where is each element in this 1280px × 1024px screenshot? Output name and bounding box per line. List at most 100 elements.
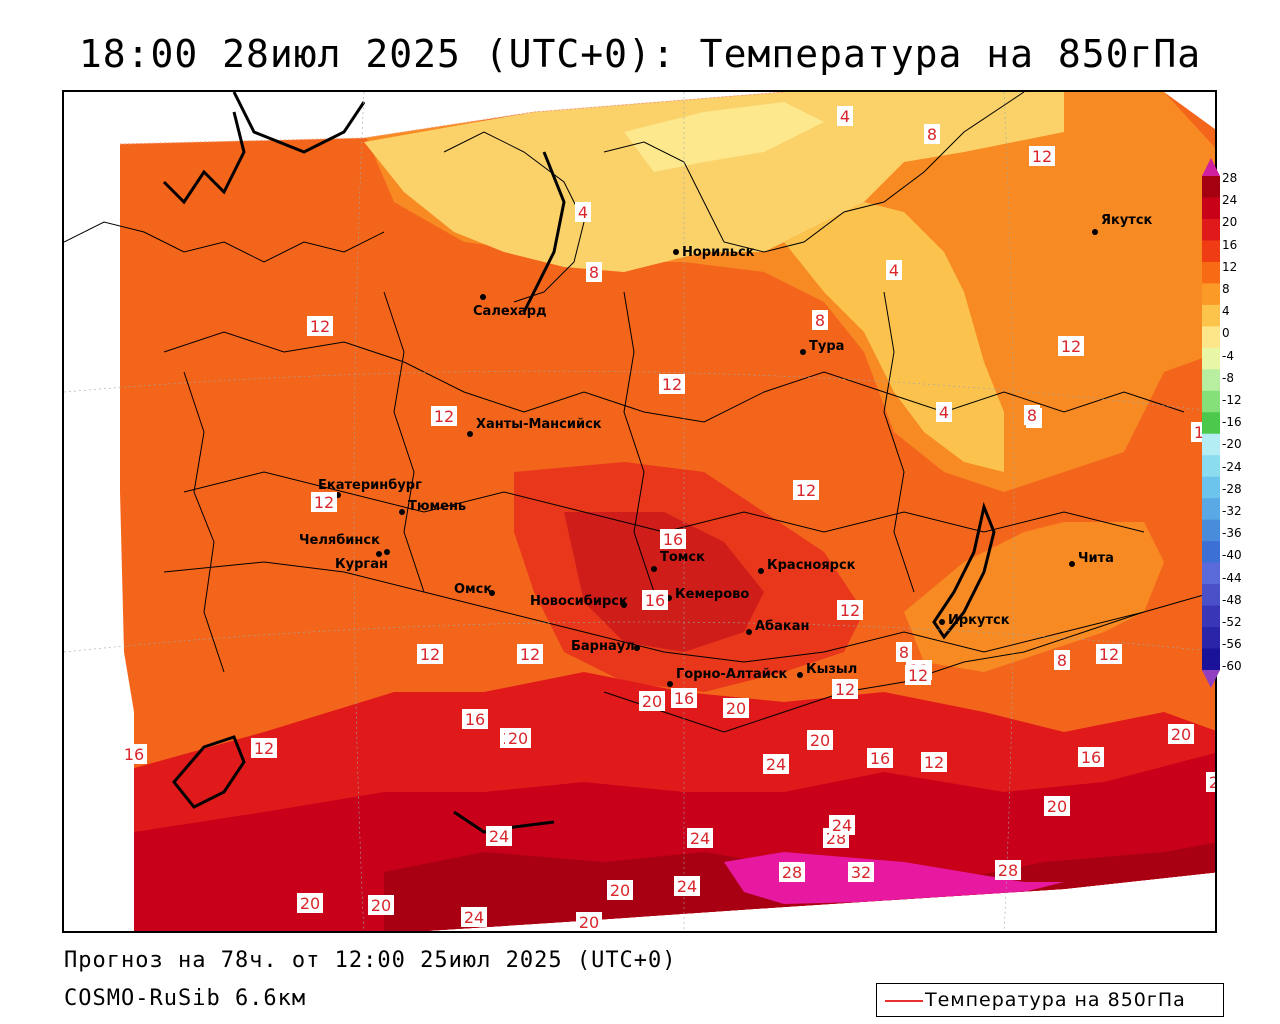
svg-text:8: 8	[1057, 651, 1067, 670]
isotherm-label: 4	[886, 260, 902, 280]
svg-text:4: 4	[840, 107, 850, 126]
svg-text:12: 12	[254, 739, 274, 758]
svg-text:16: 16	[870, 749, 890, 768]
city-label: Курган	[335, 557, 388, 572]
city-marker	[634, 645, 640, 651]
city-label: Екатеринбург	[318, 478, 422, 493]
isotherm-label: 24	[829, 815, 855, 835]
city-marker	[376, 551, 382, 557]
city-marker	[667, 681, 673, 687]
colorbar-segment	[1202, 261, 1220, 284]
isotherm-label: 24	[687, 828, 713, 848]
city-marker	[467, 431, 473, 437]
map-frame: Норильск Якутск Салехард Тура Ханты-Мансийск…	[62, 90, 1217, 933]
isotherm-label: 16	[462, 709, 488, 729]
temperature-colorbar	[1202, 158, 1220, 688]
isotherm-label: 12	[251, 738, 277, 758]
colorbar-segment	[1202, 627, 1220, 650]
svg-text:8: 8	[1027, 406, 1037, 425]
legend-line-swatch	[885, 1000, 923, 1002]
svg-text:20: 20	[726, 699, 746, 718]
svg-text:16: 16	[465, 710, 485, 729]
city-label: Новосибирск	[530, 594, 628, 609]
city-label: Ханты-Мансийск	[476, 417, 602, 432]
colorbar-segment	[1202, 326, 1220, 349]
graticule	[64, 92, 1215, 931]
city-layer: Норильск Якутск Салехард Тура Ханты-Мансийск…	[299, 213, 1153, 687]
svg-text:4: 4	[939, 403, 949, 422]
svg-text:32: 32	[851, 863, 871, 882]
isotherm-label: 24	[1206, 772, 1217, 792]
colorbar-segment	[1202, 347, 1220, 370]
isotherm-label: 12	[311, 492, 337, 512]
isotherm-label: 8	[586, 262, 602, 282]
svg-text:20: 20	[1047, 797, 1067, 816]
isotherm-label: 12	[1058, 336, 1084, 356]
isotherm-label: 20	[607, 880, 633, 900]
city-label: Норильск	[682, 245, 755, 260]
isotherm-label: 12	[793, 480, 819, 500]
city-label: Красноярск	[767, 558, 856, 573]
svg-text:20: 20	[642, 692, 662, 711]
isotherm-label: 20	[1044, 796, 1070, 816]
borders-layer	[64, 92, 1215, 733]
city-marker	[797, 672, 803, 678]
colorbar-tick-label: 28	[1222, 171, 1238, 185]
svg-text:8: 8	[815, 311, 825, 330]
svg-text:16: 16	[1081, 748, 1101, 767]
colorbar-tick-label: -40	[1222, 548, 1242, 563]
svg-text:20: 20	[508, 729, 528, 748]
isotherm-label: 16	[671, 688, 697, 708]
svg-text:8: 8	[899, 643, 909, 662]
svg-text:24: 24	[464, 908, 484, 927]
city-label: Кемерово	[675, 587, 749, 602]
isotherm-label: 24	[486, 826, 512, 846]
city-marker	[758, 568, 764, 574]
city-marker	[800, 349, 806, 355]
isotherm-label: 12	[905, 665, 931, 685]
isotherm-label: 24	[674, 876, 700, 896]
svg-text:12: 12	[314, 493, 334, 512]
isotherm-label: 8	[1024, 405, 1040, 425]
isotherm-label: 12	[921, 752, 947, 772]
coastline-bold	[162, 92, 996, 834]
colorbar-tick-label: 4	[1222, 304, 1230, 319]
colorbar-tick-label: -12	[1222, 393, 1242, 407]
svg-text:28: 28	[782, 863, 802, 882]
colorbar-bottom-arrow	[1202, 670, 1220, 688]
isotherm-label: 12	[1096, 644, 1122, 664]
svg-text:16: 16	[124, 745, 144, 764]
isotherm-label: 20	[1168, 724, 1194, 744]
forecast-info: Прогноз на 78ч. от 12:00 25июл 2025 (UTC…	[64, 948, 677, 973]
svg-text:24: 24	[1209, 773, 1217, 792]
map-title: 18:00 28июл 2025 (UTC+0): Температура на…	[78, 32, 1202, 76]
colorbar-tick-label: -16	[1222, 415, 1242, 430]
colorbar-segment	[1202, 519, 1220, 542]
isotherm-label: 32	[848, 862, 874, 882]
temperature-map[interactable]: Норильск Якутск Салехард Тура Ханты-Мансийск…	[64, 92, 1217, 933]
isotherm-label: 8	[924, 124, 940, 144]
city-label: Салехард	[473, 304, 547, 319]
svg-text:28: 28	[998, 861, 1018, 880]
colorbar-tick-label: 0	[1222, 326, 1230, 341]
city-label: Омск	[454, 582, 492, 597]
isotherm-label: 12	[417, 644, 443, 664]
city-label: Якутск	[1101, 213, 1153, 228]
svg-text:24: 24	[677, 877, 697, 896]
colorbar-segment	[1202, 498, 1220, 521]
isotherm-label: 12	[431, 406, 457, 426]
colorbar-segment	[1202, 648, 1220, 671]
colorbar-segment	[1202, 390, 1220, 413]
isotherm-label: 20	[723, 698, 749, 718]
colorbar-segment	[1202, 283, 1220, 306]
isotherm-label: 4	[837, 106, 853, 126]
isotherm-label: 8	[1054, 650, 1070, 670]
city-marker	[939, 619, 945, 625]
city-marker	[489, 590, 495, 596]
svg-text:12: 12	[1099, 645, 1119, 664]
svg-text:20: 20	[579, 913, 599, 932]
colorbar-segment	[1202, 369, 1220, 392]
svg-text:20: 20	[300, 894, 320, 913]
svg-text:12: 12	[840, 601, 860, 620]
city-marker	[399, 509, 405, 515]
